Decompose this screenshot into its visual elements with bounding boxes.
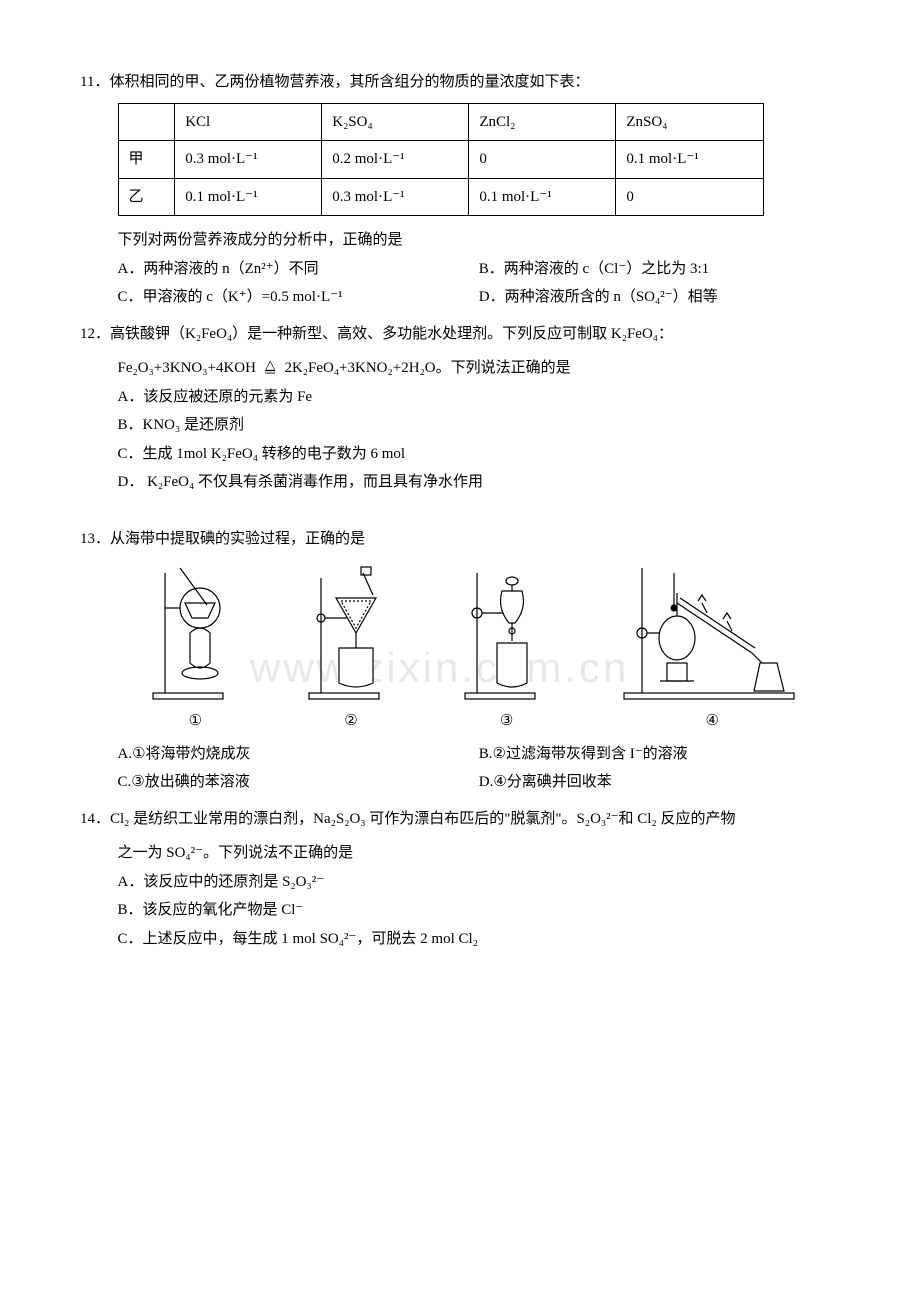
table-row: 甲 0.3 mol·L⁻¹ 0.2 mol·L⁻¹ 0 0.1 mol·L⁻¹ — [118, 141, 763, 179]
apparatus-3: ③ — [457, 563, 557, 736]
eq-right: 2K₂FeO₄+3KNO₂+2H₂O。下列说法正确的是 — [284, 360, 570, 376]
table-row: 乙 0.1 mol·L⁻¹ 0.3 mol·L⁻¹ 0.1 mol·L⁻¹ 0 — [118, 178, 763, 216]
option-c: C．生成 1mol K₂FeO₄ 转移的电子数为 6 mol — [118, 440, 841, 469]
q11-table: KCl K₂SO₄ ZnCl₂ ZnSO₄ 甲 0.3 mol·L⁻¹ 0.2 … — [118, 103, 764, 217]
option-b: B.②过滤海带灰得到含 I⁻的溶液 — [479, 740, 840, 769]
option-d: D.④分离碘并回收苯 — [479, 768, 840, 797]
table-cell: 甲 — [118, 141, 175, 179]
q11-options: A．两种溶液的 n（Zn²⁺）不同 B．两种溶液的 c（Cl⁻）之比为 3:1 … — [118, 255, 841, 312]
q12-options: A．该反应被还原的元素为 Fe B．KNO₃ 是还原剂 C．生成 1mol K₂… — [118, 383, 841, 497]
option-a: A.①将海带灼烧成灰 — [118, 740, 479, 769]
fig-label-1: ① — [145, 707, 245, 736]
option-d: D． K₂FeO₄ 不仅具有杀菌消毒作用，而且具有净水作用 — [118, 468, 841, 497]
table-cell: 乙 — [118, 178, 175, 216]
q14-options: A．该反应中的还原剂是 S₂O₃²⁻ B．该反应的氧化产物是 Cl⁻ C．上述反… — [118, 868, 841, 954]
table-header: KCl — [175, 103, 322, 141]
table-header: ZnCl₂ — [469, 103, 616, 141]
q14-stem2: 之一为 SO₄²⁻。下列说法不正确的是 — [118, 839, 841, 868]
q12-stem: 12．高铁酸钾（K₂FeO₄）是一种新型、高效、多功能水处理剂。下列反应可制取 … — [80, 320, 840, 349]
crucible-stand-icon — [145, 563, 245, 703]
q11-cont: 下列对两份营养液成分的分析中，正确的是 — [118, 226, 841, 255]
sep-funnel-icon — [457, 563, 557, 703]
q13-figures: ① ② — [118, 563, 841, 736]
table-header: K₂SO₄ — [322, 103, 469, 141]
question-13: 13．从海带中提取碘的实验过程，正确的是 ① — [80, 525, 840, 797]
table-cell: 0.1 mol·L⁻¹ — [175, 178, 322, 216]
option-c: C.③放出碘的苯溶液 — [118, 768, 479, 797]
option-a: A．该反应被还原的元素为 Fe — [118, 383, 841, 412]
option-b: B．KNO₃ 是还原剂 — [118, 411, 841, 440]
fig-label-2: ② — [301, 707, 401, 736]
table-cell: 0.1 mol·L⁻¹ — [469, 178, 616, 216]
table-cell: 0.1 mol·L⁻¹ — [616, 141, 763, 179]
option-a: A．该反应中的还原剂是 S₂O₃²⁻ — [118, 868, 841, 897]
option-b: B．两种溶液的 c（Cl⁻）之比为 3:1 — [479, 255, 840, 284]
table-cell: 0.3 mol·L⁻¹ — [322, 178, 469, 216]
table-cell: 0 — [469, 141, 616, 179]
apparatus-1: ① — [145, 563, 245, 736]
eq-left: Fe₂O₃+3KNO₃+4KOH — [118, 360, 260, 376]
table-header: ZnSO₄ — [616, 103, 763, 141]
table-header — [118, 103, 175, 141]
q13-stem: 13．从海带中提取碘的实验过程，正确的是 — [80, 525, 840, 554]
question-14: 14．Cl₂ 是纺织工业常用的漂白剂，Na₂S₂O₃ 可作为漂白布匹后的"脱氯剂… — [80, 805, 840, 954]
q13-options: A.①将海带灼烧成灰 B.②过滤海带灰得到含 I⁻的溶液 C.③放出碘的苯溶液 … — [118, 740, 841, 797]
filtration-icon — [301, 563, 401, 703]
q11-stem: 11．体积相同的甲、乙两份植物营养液，其所含组分的物质的量浓度如下表： — [80, 68, 840, 97]
q14-stem: 14．Cl₂ 是纺织工业常用的漂白剂，Na₂S₂O₃ 可作为漂白布匹后的"脱氯剂… — [80, 805, 840, 834]
apparatus-2: ② — [301, 563, 401, 736]
table-cell: 0 — [616, 178, 763, 216]
option-c: C．甲溶液的 c（K⁺）=0.5 mol·L⁻¹ — [118, 283, 479, 312]
option-a: A．两种溶液的 n（Zn²⁺）不同 — [118, 255, 479, 284]
apparatus-4: ④ — [612, 563, 812, 736]
distillation-icon — [612, 563, 812, 703]
question-12: 12．高铁酸钾（K₂FeO₄）是一种新型、高效、多功能水处理剂。下列反应可制取 … — [80, 320, 840, 497]
heat-arrow-icon: △═ — [260, 361, 281, 376]
option-b: B．该反应的氧化产物是 Cl⁻ — [118, 896, 841, 925]
fig-label-4: ④ — [612, 707, 812, 736]
option-c: C．上述反应中，每生成 1 mol SO₄²⁻，可脱去 2 mol Cl₂ — [118, 925, 841, 954]
fig-label-3: ③ — [457, 707, 557, 736]
table-row: KCl K₂SO₄ ZnCl₂ ZnSO₄ — [118, 103, 763, 141]
table-cell: 0.2 mol·L⁻¹ — [322, 141, 469, 179]
option-d: D．两种溶液所含的 n（SO₄²⁻）相等 — [479, 283, 840, 312]
table-cell: 0.3 mol·L⁻¹ — [175, 141, 322, 179]
q12-equation: Fe₂O₃+3KNO₃+4KOH △═ 2K₂FeO₄+3KNO₂+2H₂O。下… — [118, 354, 841, 383]
question-11: 11．体积相同的甲、乙两份植物营养液，其所含组分的物质的量浓度如下表： KCl … — [80, 68, 840, 312]
